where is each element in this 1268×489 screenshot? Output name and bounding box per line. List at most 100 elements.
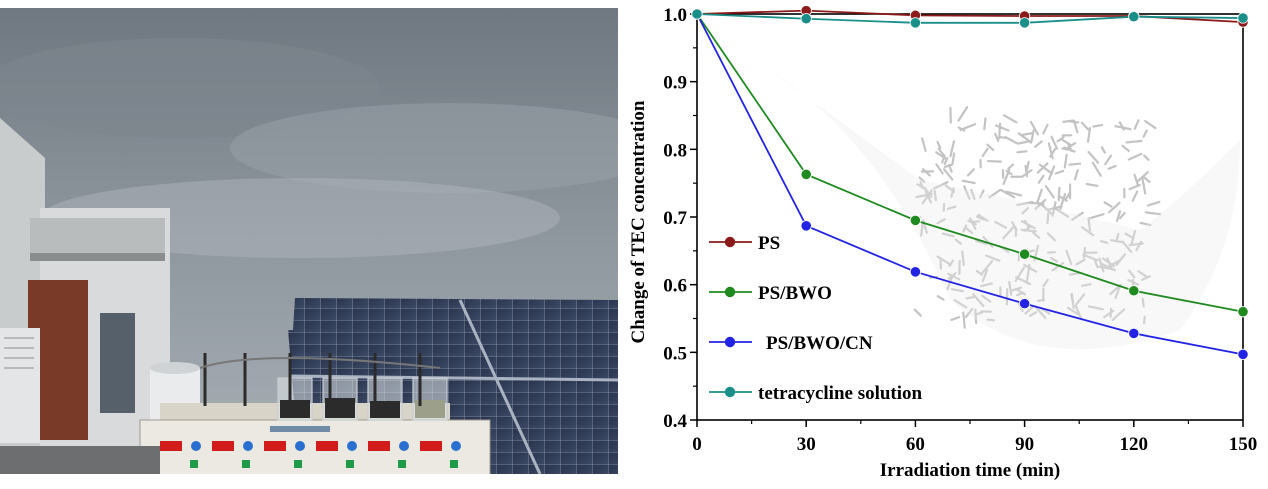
structure-strand bbox=[1135, 120, 1139, 128]
structure-strand bbox=[968, 169, 974, 175]
structure-strand bbox=[1093, 125, 1102, 127]
legend-marker bbox=[725, 337, 735, 347]
structure-strand bbox=[1089, 152, 1098, 163]
legend-item-ps-bwo: PS/BWO bbox=[709, 283, 832, 304]
structure-strand bbox=[1004, 115, 1016, 122]
structure-strand bbox=[1052, 137, 1057, 149]
rooftop-photo bbox=[0, 8, 618, 474]
structure-strand bbox=[1062, 149, 1070, 150]
x-tick-label: 150 bbox=[1229, 434, 1258, 455]
y-tick-label: 0.7 bbox=[663, 208, 687, 229]
structure-strand bbox=[1133, 192, 1138, 201]
x-tick-label: 90 bbox=[1015, 434, 1034, 455]
data-point-ps-bwo-cn bbox=[1019, 298, 1029, 308]
structure-strand bbox=[984, 118, 985, 129]
data-point-ps-bwo bbox=[801, 169, 811, 179]
structure-strand bbox=[1109, 203, 1119, 212]
data-point-ps-bwo bbox=[1129, 286, 1139, 296]
structure-strand bbox=[1105, 156, 1111, 164]
structure-strand bbox=[1129, 154, 1141, 159]
rooftop-photo-illustration bbox=[0, 8, 618, 474]
structure-strand bbox=[963, 181, 975, 183]
structure-strand bbox=[938, 142, 941, 148]
structure-strand bbox=[1005, 137, 1016, 143]
legend-marker bbox=[725, 387, 735, 397]
structure-strand bbox=[936, 164, 942, 173]
structure-strand bbox=[963, 313, 964, 328]
legend-item-tetracycline-solution: tetracycline solution bbox=[709, 383, 923, 404]
legend-marker bbox=[725, 287, 735, 297]
structure-strand bbox=[1093, 163, 1101, 176]
structure-strand bbox=[1087, 184, 1098, 186]
structure-strand bbox=[1126, 141, 1141, 142]
structure-strand bbox=[1146, 212, 1160, 214]
y-axis-title: Change of TEC concentration bbox=[628, 100, 649, 343]
structure-strand bbox=[1059, 188, 1060, 201]
legend-marker bbox=[725, 237, 735, 247]
structure-strand bbox=[1120, 213, 1125, 218]
structure-strand bbox=[1037, 190, 1041, 203]
structure-strand bbox=[995, 134, 998, 141]
y-tick-label: 0.4 bbox=[663, 411, 687, 432]
structure-strand bbox=[1105, 202, 1112, 206]
structure-strand bbox=[996, 126, 1008, 131]
structure-strand bbox=[1069, 164, 1080, 165]
data-point-ps-bwo bbox=[910, 215, 920, 225]
structure-strand bbox=[1008, 165, 1013, 169]
structure-shadow bbox=[770, 70, 1240, 349]
structure-strand bbox=[1082, 123, 1088, 130]
structure-strand bbox=[1035, 142, 1042, 147]
data-point-tetracycline-solution bbox=[910, 18, 920, 28]
y-tick-label: 0.6 bbox=[663, 276, 687, 297]
legend-label: PS bbox=[758, 233, 780, 254]
y-tick-label: 0.5 bbox=[663, 343, 687, 364]
legend-item-ps-bwo-cn: PS/BWO/CN bbox=[709, 333, 873, 354]
data-point-ps-bwo-cn bbox=[801, 221, 811, 231]
structure-strand bbox=[1021, 133, 1032, 135]
data-point-tetracycline-solution bbox=[692, 9, 702, 19]
x-tick-label: 60 bbox=[906, 434, 925, 455]
structure-strand bbox=[958, 107, 967, 120]
structure-strand bbox=[1089, 214, 1103, 218]
structure-strand bbox=[1144, 156, 1148, 160]
x-axis-title: Irradiation time (min) bbox=[880, 460, 1060, 481]
structure-strand bbox=[1063, 121, 1073, 122]
data-point-ps-bwo-cn bbox=[1238, 349, 1248, 359]
structure-strand bbox=[949, 165, 952, 172]
legend-label: tetracycline solution bbox=[758, 383, 923, 404]
structure-strand bbox=[1018, 141, 1031, 144]
window bbox=[100, 313, 135, 413]
structure-strand bbox=[1148, 202, 1159, 206]
data-point-ps-bwo-cn bbox=[910, 267, 920, 277]
data-point-ps-bwo-cn bbox=[1129, 328, 1139, 338]
structure-strand bbox=[1102, 147, 1105, 152]
structure-strand bbox=[983, 149, 988, 156]
structure-strand bbox=[1017, 151, 1026, 152]
y-tick-label: 1.0 bbox=[663, 5, 687, 26]
structure-strand bbox=[1123, 146, 1129, 151]
data-point-tetracycline-solution bbox=[1129, 12, 1139, 22]
x-tick-label: 30 bbox=[797, 434, 816, 455]
structure-strand bbox=[1043, 125, 1047, 134]
structure-strand bbox=[1075, 170, 1078, 179]
background-structure-illustration bbox=[770, 70, 1240, 349]
structure-strand bbox=[951, 317, 959, 320]
structure-strand bbox=[1039, 176, 1044, 183]
structure-strand bbox=[1032, 130, 1034, 141]
data-point-ps-bwo bbox=[1019, 249, 1029, 259]
y-tick-label: 0.9 bbox=[663, 73, 687, 94]
legend-item-ps: PS bbox=[709, 233, 780, 254]
legend-label: PS/BWO bbox=[758, 283, 832, 304]
structure-strand bbox=[1142, 179, 1145, 194]
structure-strand bbox=[938, 296, 944, 299]
rooftop-ground bbox=[0, 446, 160, 474]
structure-strand bbox=[1026, 166, 1028, 176]
structure-strand bbox=[988, 161, 1001, 162]
structure-strand bbox=[915, 310, 921, 316]
structure-strand bbox=[999, 124, 1000, 139]
structure-strand bbox=[1046, 186, 1054, 197]
y-tick-label: 0.8 bbox=[663, 140, 687, 161]
x-tick-label: 120 bbox=[1120, 434, 1149, 455]
